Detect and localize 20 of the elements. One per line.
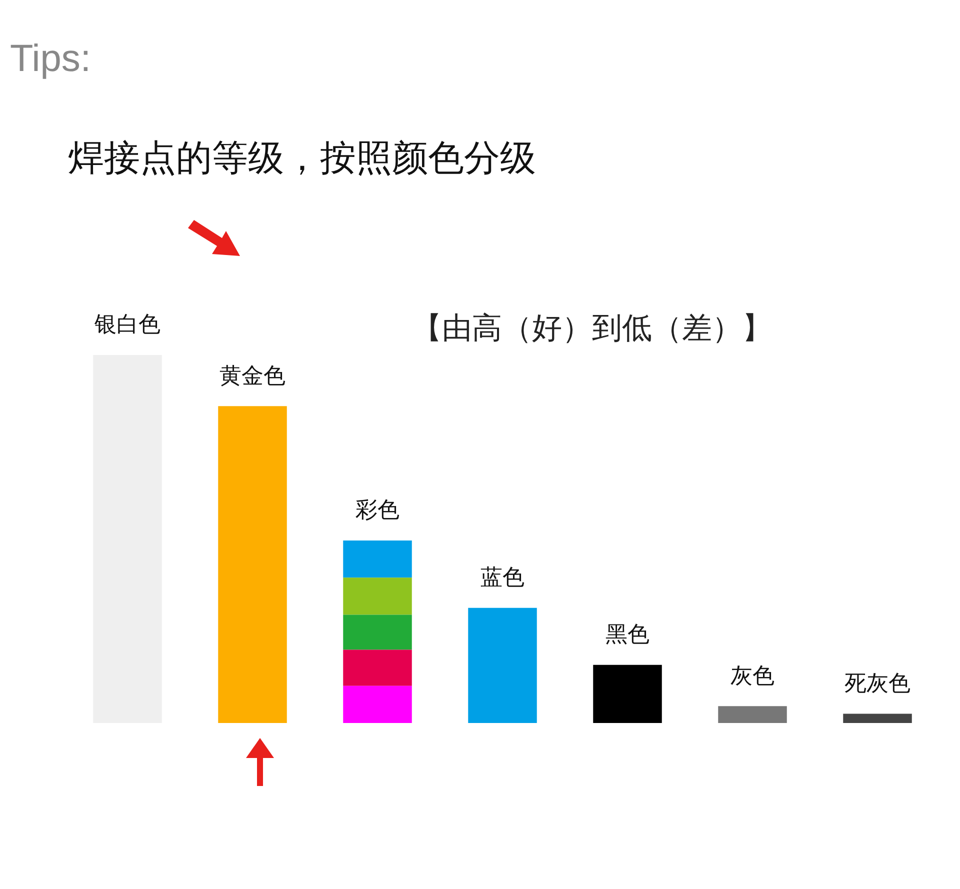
- bar: [343, 540, 412, 578]
- bar: [343, 650, 412, 686]
- bar: [468, 608, 537, 723]
- bar: [718, 706, 787, 723]
- x-tick-label: 灰色: [730, 664, 774, 689]
- x-tick-label: 银白色: [94, 312, 160, 338]
- text: 【由高（好）到低（差）】: [412, 310, 772, 348]
- bar: [218, 406, 287, 723]
- bar: [343, 686, 412, 723]
- x-tick-label: 彩色: [356, 498, 400, 524]
- bar: [593, 664, 662, 723]
- x-tick-label: 蓝色: [480, 566, 524, 591]
- chart-title: Tips:: [10, 38, 91, 81]
- x-tick-label: 黄金色: [220, 364, 286, 389]
- x-tick-label: 黑色: [606, 622, 650, 648]
- chart-subtitle: 焊接点的等级，按照颜色分级: [68, 137, 536, 181]
- bar: [343, 614, 412, 650]
- x-tick-label: 死灰色: [844, 672, 910, 697]
- bar: [343, 578, 412, 615]
- bar: [843, 714, 912, 723]
